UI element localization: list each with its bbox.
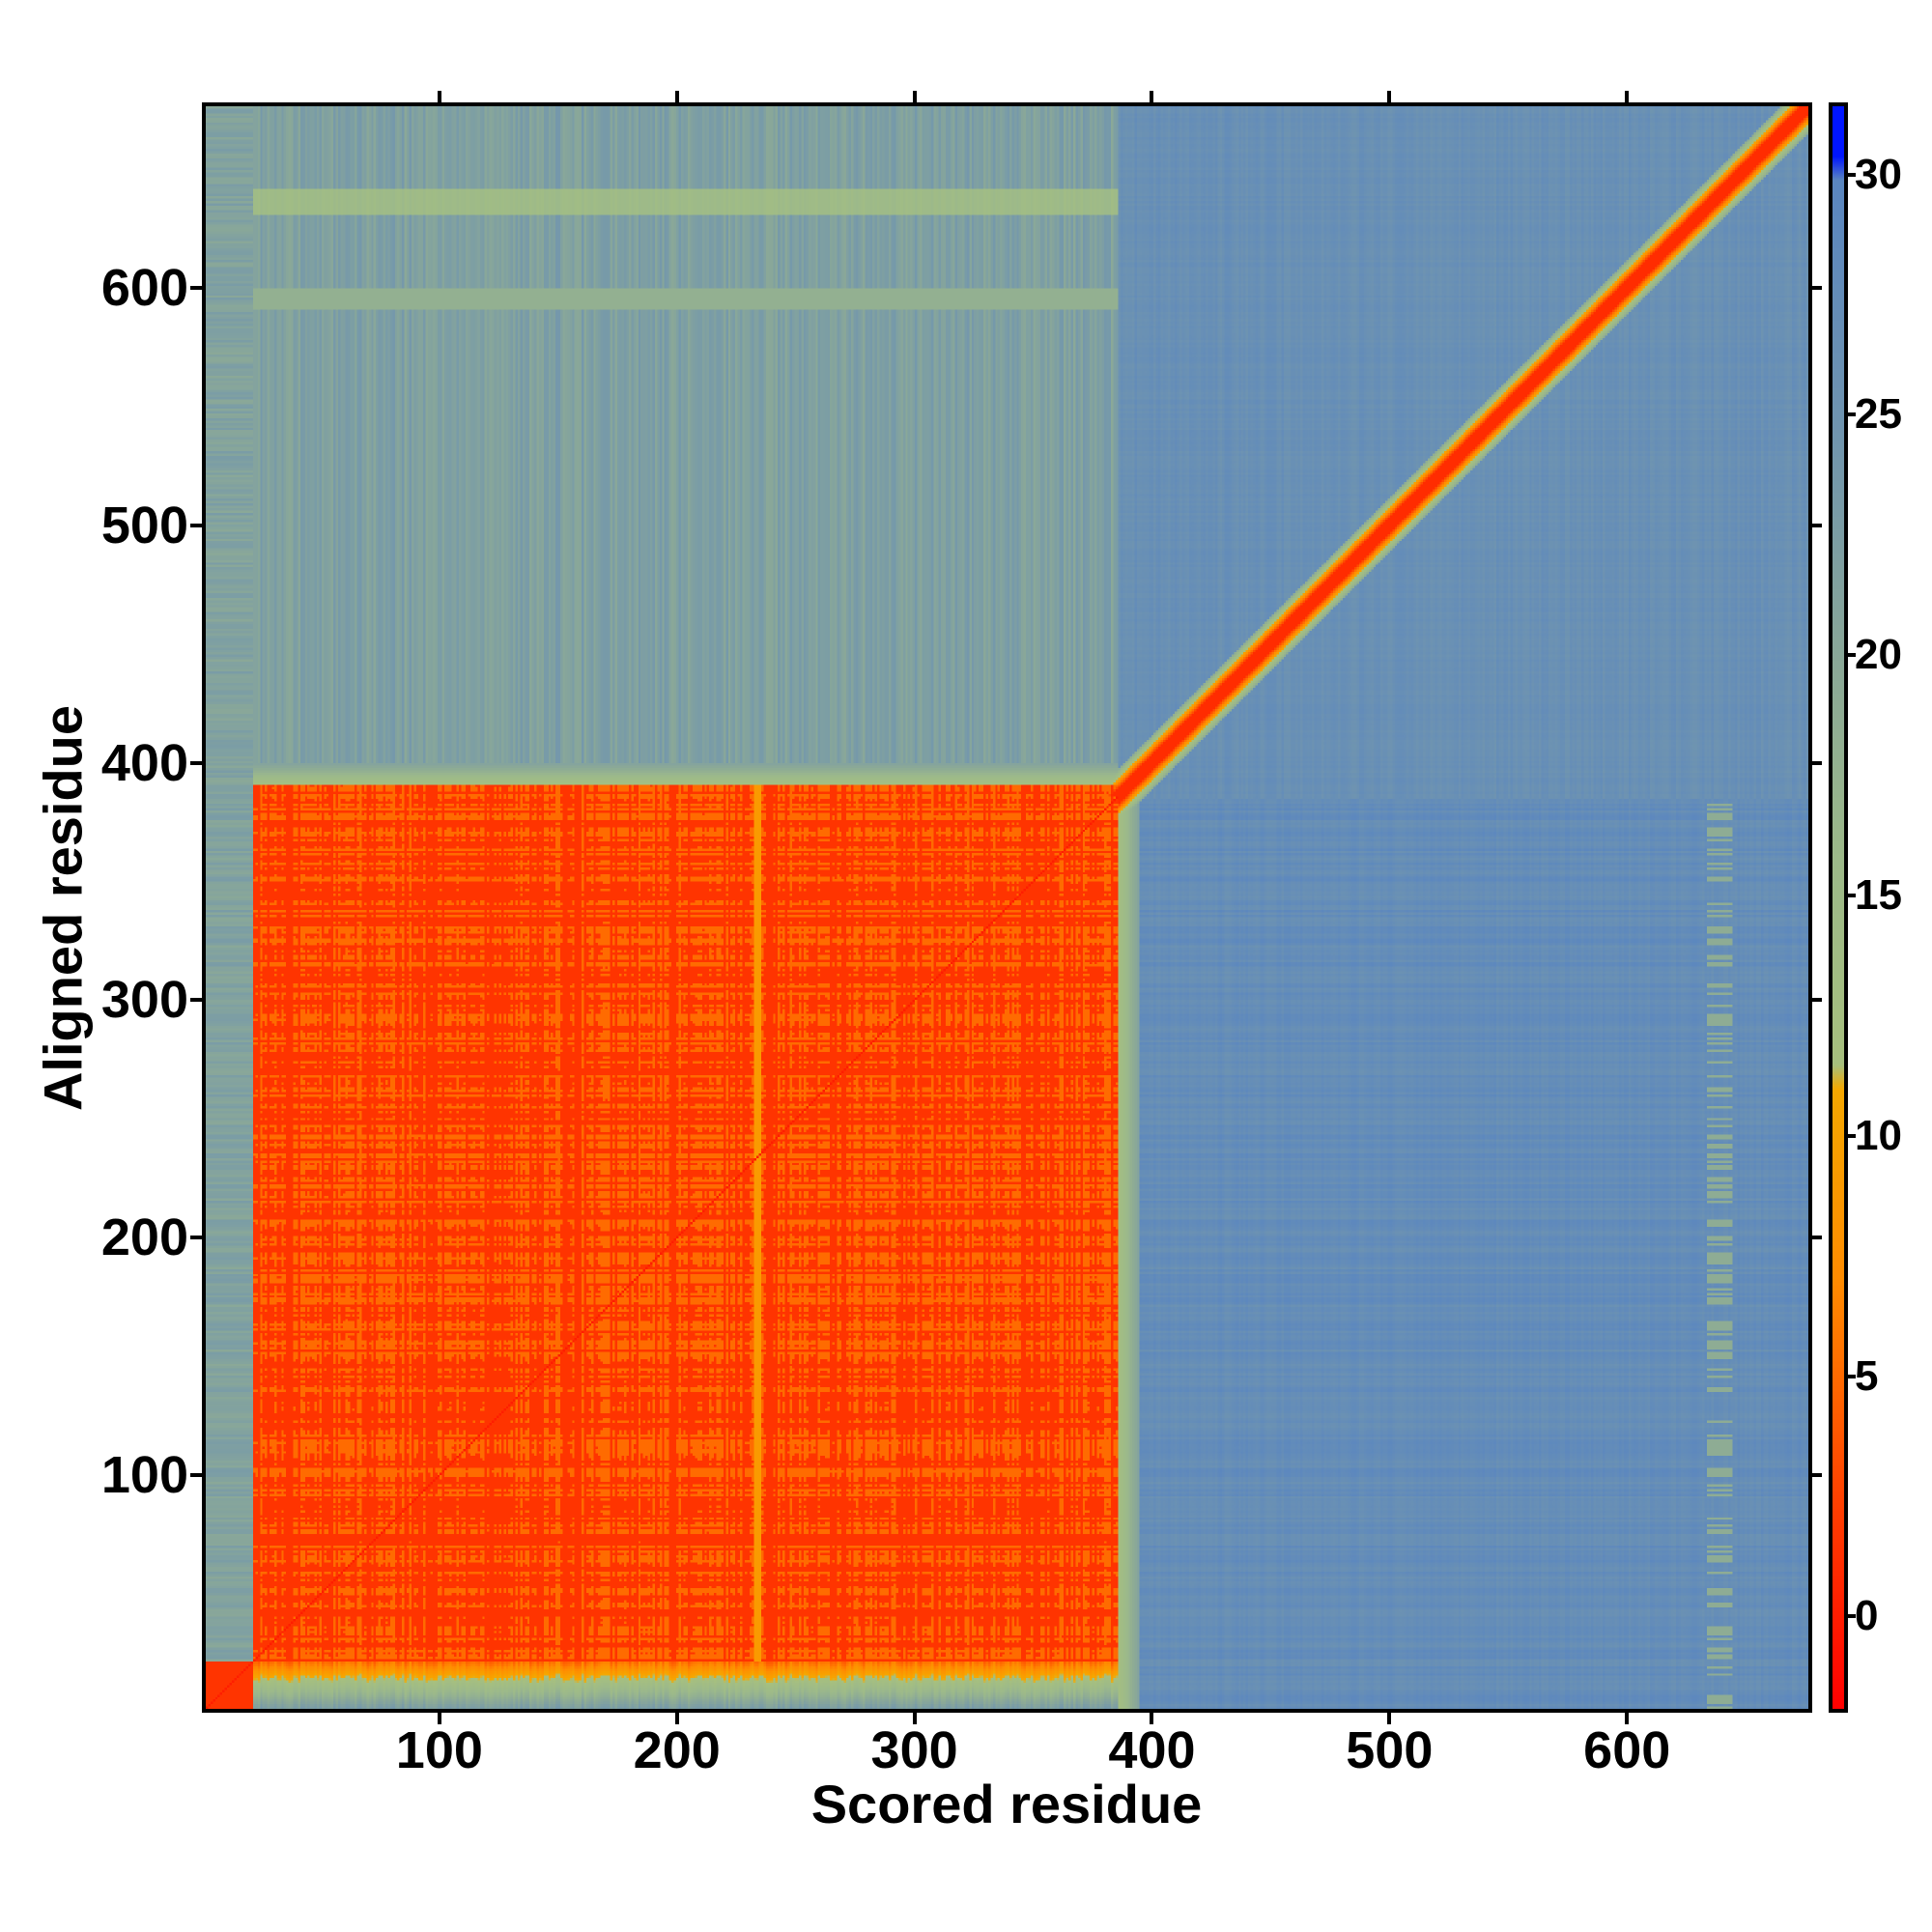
y-tick-label: 400 <box>100 733 188 792</box>
y-tick-left <box>190 285 202 290</box>
y-tick-label: 200 <box>100 1208 188 1267</box>
y-tick-right <box>1812 523 1822 527</box>
x-tick-bottom <box>1150 1713 1154 1724</box>
x-axis-label: Scored residue <box>810 1774 1203 1834</box>
colorbar-tick-label: 30 <box>1855 150 1902 198</box>
colorbar <box>1829 102 1848 1713</box>
x-tick-bottom <box>674 1713 679 1724</box>
x-tick-label: 500 <box>1346 1721 1434 1779</box>
y-tick-label: 600 <box>100 258 188 317</box>
x-tick-label: 100 <box>395 1721 483 1779</box>
y-tick-label: 500 <box>100 496 188 554</box>
colorbar-tick-label: 25 <box>1855 390 1902 439</box>
heatmap-cells <box>206 106 1808 1709</box>
x-tick-top <box>912 91 917 102</box>
colorbar-tick <box>1848 1374 1856 1378</box>
y-tick-left <box>190 1236 202 1240</box>
x-tick-top <box>1625 91 1630 102</box>
y-tick-right <box>1812 760 1822 765</box>
x-tick-label: 200 <box>633 1721 721 1779</box>
colorbar-tick <box>1848 172 1856 177</box>
y-tick-left <box>190 760 202 765</box>
x-tick-top <box>1387 91 1392 102</box>
x-tick-bottom <box>912 1713 917 1724</box>
x-tick-top <box>1150 91 1154 102</box>
colorbar-tick-label: 20 <box>1855 631 1902 679</box>
x-tick-top <box>674 91 679 102</box>
y-tick-right <box>1812 1236 1822 1240</box>
colorbar-tick <box>1848 653 1856 658</box>
colorbar-gradient <box>1833 106 1844 1709</box>
colorbar-tick <box>1848 412 1856 417</box>
colorbar-tick-label: 15 <box>1855 871 1902 920</box>
colorbar-tick <box>1848 1133 1856 1138</box>
x-tick-label: 400 <box>1108 1721 1196 1779</box>
y-tick-left <box>190 523 202 527</box>
x-tick-label: 300 <box>870 1721 958 1779</box>
y-tick-label: 300 <box>100 971 188 1030</box>
x-tick-bottom <box>1387 1713 1392 1724</box>
x-tick-bottom <box>437 1713 441 1724</box>
y-tick-right <box>1812 998 1822 1003</box>
y-tick-left <box>190 998 202 1003</box>
heatmap-plot-area <box>202 102 1812 1713</box>
y-tick-right <box>1812 1473 1822 1478</box>
colorbar-tick-label: 0 <box>1855 1592 1879 1640</box>
colorbar-tick <box>1848 1614 1856 1619</box>
y-tick-right <box>1812 285 1822 290</box>
x-tick-label: 600 <box>1583 1721 1671 1779</box>
colorbar-tick-label: 5 <box>1855 1351 1879 1400</box>
colorbar-tick <box>1848 894 1856 898</box>
x-tick-bottom <box>1625 1713 1630 1724</box>
y-axis-label: Aligned residue <box>32 704 94 1112</box>
colorbar-tick-label: 10 <box>1855 1111 1902 1159</box>
y-tick-left <box>190 1473 202 1478</box>
x-tick-top <box>437 91 441 102</box>
y-tick-label: 100 <box>100 1446 188 1505</box>
